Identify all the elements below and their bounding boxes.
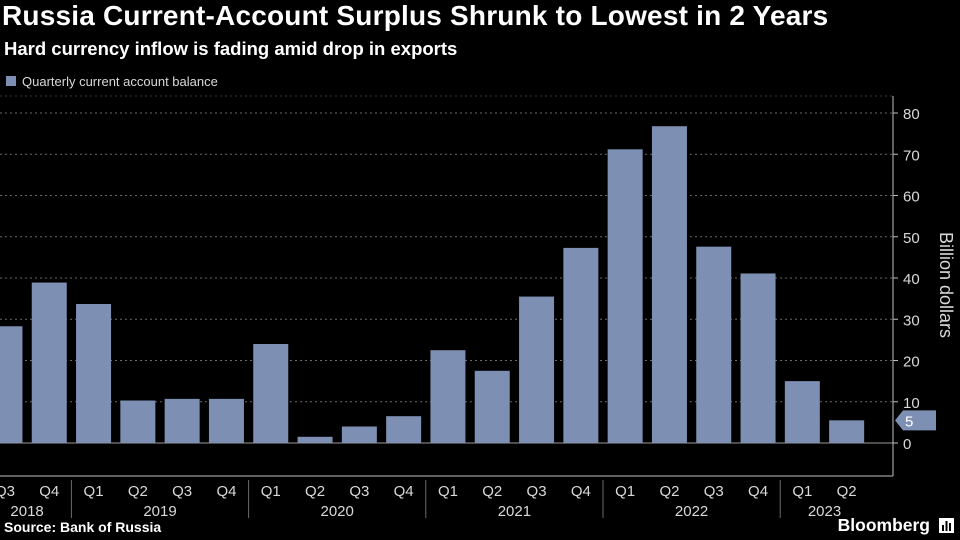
x-tick-label: Q1: [438, 483, 458, 500]
x-tick-label: Q1: [261, 483, 281, 500]
legend: Quarterly current account balance: [6, 72, 218, 90]
bar: [297, 436, 333, 443]
x-tick-label: Q3: [0, 483, 15, 500]
y-tick-label: 0: [903, 436, 911, 453]
x-tick-label: Q1: [792, 483, 812, 500]
y-tick-label: 50: [903, 230, 920, 247]
bar-chart-icon: [939, 518, 954, 533]
legend-swatch: [6, 76, 16, 86]
x-tick-label: Q4: [39, 483, 59, 500]
bar: [784, 381, 820, 443]
latest-value-marker: [895, 410, 936, 431]
x-tick-label: Q2: [482, 483, 502, 500]
x-tick-label: Q3: [704, 483, 724, 500]
bar: [120, 400, 156, 443]
x-year-label: 2023: [808, 503, 841, 520]
y-tick-label: 30: [903, 312, 920, 329]
y-tick-label: 10: [903, 395, 920, 412]
bar: [607, 149, 643, 444]
latest-value-label: 5: [905, 413, 913, 430]
x-tick-label: Q4: [571, 483, 591, 500]
bar: [430, 350, 466, 443]
x-year-label: 2022: [675, 503, 708, 520]
bar: [563, 247, 599, 443]
x-tick-label: Q4: [216, 483, 236, 500]
y-tick-label: 80: [903, 106, 920, 123]
bar: [164, 398, 200, 443]
x-year-label: 2020: [321, 503, 354, 520]
bar: [31, 282, 67, 443]
y-tick-label: 20: [903, 354, 920, 371]
bar: [519, 296, 555, 443]
x-tick-label: Q2: [837, 483, 857, 500]
bar: [76, 303, 112, 443]
bar: [341, 426, 377, 443]
bar: [829, 420, 865, 443]
brand-logo: Bloomberg: [837, 515, 930, 535]
source-note: Source: Bank of Russia: [4, 519, 162, 535]
chart-title: Russia Current-Account Surplus Shrunk to…: [2, 0, 829, 31]
x-tick-label: Q4: [748, 483, 768, 500]
y-tick-label: 60: [903, 189, 920, 206]
bar: [651, 126, 687, 443]
x-tick-label: Q2: [128, 483, 148, 500]
x-tick-label: Q4: [394, 483, 414, 500]
x-year-label: 2019: [143, 503, 176, 520]
legend-label: Quarterly current account balance: [22, 73, 218, 89]
x-tick-label: Q3: [172, 483, 192, 500]
y-tick-label: 40: [903, 271, 920, 288]
bar: [0, 326, 23, 443]
x-tick-label: Q2: [659, 483, 679, 500]
chart-subtitle: Hard currency inflow is fading amid drop…: [4, 38, 458, 59]
bar: [740, 273, 776, 443]
y-tick-label: 70: [903, 147, 920, 164]
x-tick-label: Q3: [349, 483, 369, 500]
x-tick-label: Q2: [305, 483, 325, 500]
x-tick-label: Q1: [84, 483, 104, 500]
x-tick-label: Q3: [527, 483, 547, 500]
y-axis-title: Billion dollars: [936, 232, 956, 338]
x-tick-label: Q1: [615, 483, 635, 500]
x-year-label: 2021: [498, 503, 531, 520]
bar: [253, 344, 289, 443]
bar: [208, 398, 244, 443]
bar: [474, 370, 510, 443]
bar: [386, 416, 422, 443]
bar: [696, 246, 732, 443]
x-year-label: 2018: [10, 503, 43, 520]
